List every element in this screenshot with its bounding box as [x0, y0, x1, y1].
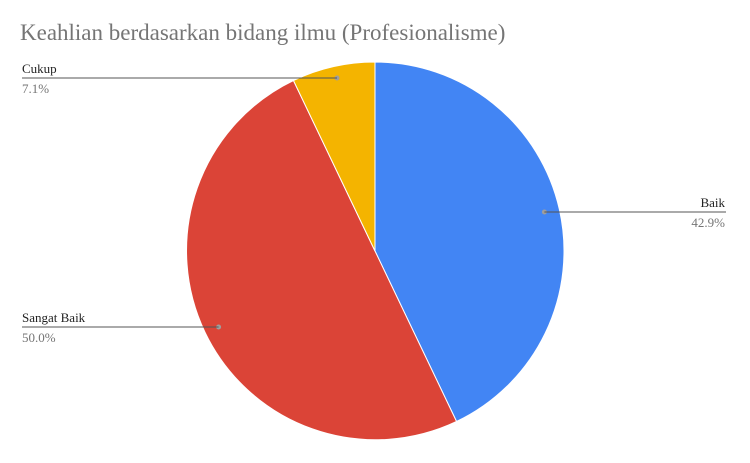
- slice-label: Sangat Baik: [22, 310, 86, 325]
- slice-percent-label: 42.9%: [691, 215, 725, 230]
- slice-label: Baik: [700, 195, 725, 210]
- chart-title: Keahlian berdasarkan bidang ilmu (Profes…: [20, 20, 506, 45]
- pie-slice-baik: [374, 61, 565, 423]
- pie-slice-sangat-baik: [186, 79, 458, 441]
- slice-percent-label: 50.0%: [22, 330, 56, 345]
- pie-slice-cukup: [292, 61, 376, 252]
- slice-percent-label: 7.1%: [22, 81, 49, 96]
- slice-label: Cukup: [22, 61, 57, 76]
